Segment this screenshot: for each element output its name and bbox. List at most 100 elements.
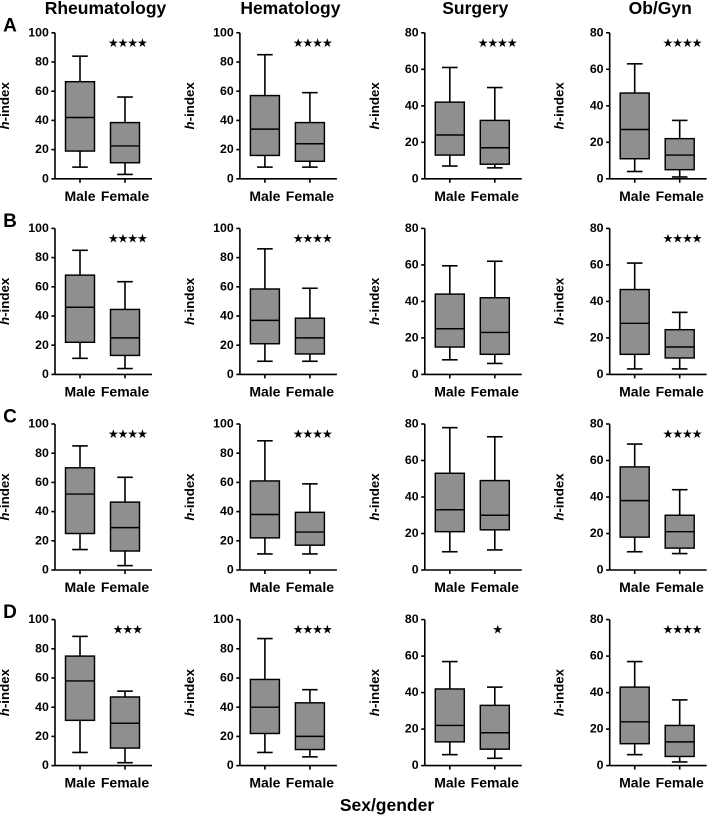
svg-text:Female: Female <box>471 579 519 595</box>
svg-text:80: 80 <box>220 250 234 264</box>
svg-text:100: 100 <box>28 25 49 39</box>
svg-text:0: 0 <box>227 171 234 185</box>
svg-text:★★★★: ★★★★ <box>109 37 148 49</box>
svg-text:20: 20 <box>35 533 49 547</box>
svg-text:20: 20 <box>405 135 419 149</box>
svg-text:Female: Female <box>471 383 519 399</box>
svg-text:80: 80 <box>220 55 234 69</box>
svg-text:40: 40 <box>590 490 604 504</box>
svg-text:Male: Male <box>64 579 95 595</box>
svg-text:60: 60 <box>220 279 234 293</box>
svg-text:100: 100 <box>28 612 49 626</box>
svg-text:80: 80 <box>220 446 234 460</box>
svg-text:100: 100 <box>213 417 234 431</box>
svg-text:★★★★: ★★★★ <box>663 624 702 636</box>
svg-text:20: 20 <box>220 729 234 743</box>
svg-text:20: 20 <box>405 331 419 345</box>
svg-text:60: 60 <box>35 475 49 489</box>
svg-text:h-index: h-index <box>552 668 567 716</box>
svg-text:Male: Male <box>434 775 465 791</box>
svg-text:Ob/Gyn: Ob/Gyn <box>629 0 692 18</box>
svg-text:h-index: h-index <box>367 82 382 130</box>
svg-text:0: 0 <box>597 758 604 772</box>
svg-text:★★★★: ★★★★ <box>663 37 702 49</box>
svg-text:★★★★: ★★★★ <box>109 233 148 245</box>
svg-text:40: 40 <box>590 685 604 699</box>
svg-text:80: 80 <box>405 417 419 431</box>
svg-text:B: B <box>3 211 17 232</box>
svg-text:40: 40 <box>405 490 419 504</box>
svg-text:0: 0 <box>412 367 419 381</box>
svg-text:★★★★: ★★★★ <box>293 624 332 636</box>
svg-text:Male: Male <box>434 188 465 204</box>
svg-text:0: 0 <box>597 171 604 185</box>
svg-text:40: 40 <box>220 504 234 518</box>
svg-text:40: 40 <box>590 98 604 112</box>
svg-text:Male: Male <box>434 383 465 399</box>
svg-text:Female: Female <box>101 188 149 204</box>
svg-text:h-index: h-index <box>182 473 197 521</box>
svg-text:Female: Female <box>101 383 149 399</box>
svg-text:60: 60 <box>590 258 604 272</box>
svg-text:★★★★: ★★★★ <box>293 233 332 245</box>
svg-text:60: 60 <box>35 279 49 293</box>
svg-text:Female: Female <box>656 579 704 595</box>
svg-text:80: 80 <box>35 250 49 264</box>
svg-text:20: 20 <box>220 338 234 352</box>
svg-text:80: 80 <box>405 612 419 626</box>
svg-text:20: 20 <box>590 331 604 345</box>
svg-text:Female: Female <box>101 775 149 791</box>
svg-text:Sex/gender: Sex/gender <box>340 795 435 815</box>
svg-text:20: 20 <box>35 142 49 156</box>
svg-text:20: 20 <box>405 526 419 540</box>
svg-text:★: ★ <box>493 624 503 636</box>
svg-text:h-index: h-index <box>0 473 12 521</box>
svg-text:80: 80 <box>220 641 234 655</box>
svg-text:h-index: h-index <box>0 82 12 130</box>
svg-text:Hematology: Hematology <box>240 0 340 18</box>
svg-text:60: 60 <box>35 671 49 685</box>
svg-text:h-index: h-index <box>367 668 382 716</box>
svg-text:0: 0 <box>227 563 234 577</box>
svg-text:20: 20 <box>405 722 419 736</box>
svg-text:Female: Female <box>656 383 704 399</box>
svg-text:80: 80 <box>35 55 49 69</box>
svg-text:Female: Female <box>656 188 704 204</box>
svg-text:h-index: h-index <box>367 277 382 325</box>
svg-text:Male: Male <box>249 775 280 791</box>
svg-text:60: 60 <box>590 453 604 467</box>
svg-text:Female: Female <box>286 775 334 791</box>
svg-text:0: 0 <box>42 367 49 381</box>
svg-text:Female: Female <box>286 579 334 595</box>
svg-text:40: 40 <box>220 309 234 323</box>
svg-text:h-index: h-index <box>0 277 12 325</box>
svg-text:Male: Male <box>249 579 280 595</box>
svg-text:Male: Male <box>619 775 650 791</box>
svg-text:★★★★: ★★★★ <box>478 37 517 49</box>
svg-text:0: 0 <box>597 367 604 381</box>
svg-text:80: 80 <box>590 612 604 626</box>
svg-text:40: 40 <box>405 98 419 112</box>
svg-text:60: 60 <box>35 84 49 98</box>
svg-text:Male: Male <box>249 188 280 204</box>
svg-text:20: 20 <box>220 142 234 156</box>
svg-text:40: 40 <box>405 294 419 308</box>
svg-text:100: 100 <box>28 417 49 431</box>
svg-text:★★★★: ★★★★ <box>293 429 332 441</box>
svg-text:Female: Female <box>101 579 149 595</box>
svg-text:60: 60 <box>220 671 234 685</box>
svg-text:h-index: h-index <box>0 668 12 716</box>
svg-text:60: 60 <box>590 62 604 76</box>
svg-text:20: 20 <box>35 729 49 743</box>
svg-text:100: 100 <box>213 612 234 626</box>
svg-text:60: 60 <box>405 258 419 272</box>
svg-text:0: 0 <box>412 758 419 772</box>
svg-text:20: 20 <box>590 526 604 540</box>
svg-text:Male: Male <box>619 188 650 204</box>
svg-text:Female: Female <box>286 188 334 204</box>
svg-text:D: D <box>3 602 17 623</box>
svg-text:0: 0 <box>412 563 419 577</box>
svg-text:80: 80 <box>35 641 49 655</box>
svg-text:20: 20 <box>220 533 234 547</box>
svg-text:Male: Male <box>64 383 95 399</box>
